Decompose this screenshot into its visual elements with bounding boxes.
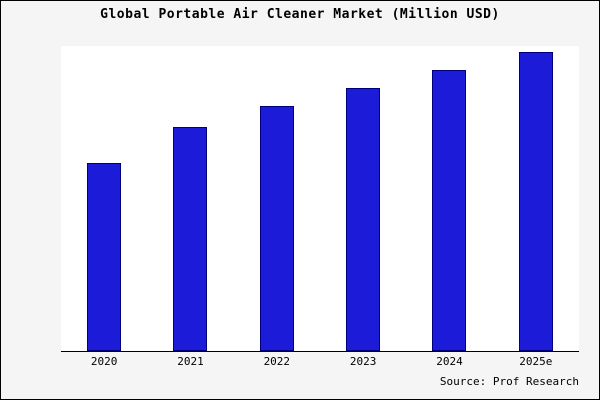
x-axis-labels: 2020 2021 2022 2023 2024 2025e (61, 355, 579, 368)
bar-2024 (432, 69, 467, 351)
bars-container (61, 46, 579, 351)
bar-2025e (518, 51, 553, 351)
bar-2022 (259, 105, 294, 351)
source-note: Source: Prof Research (439, 375, 579, 388)
bar-slot (320, 46, 406, 351)
x-tick-label-2022: 2022 (263, 355, 291, 368)
bar-slot (61, 46, 147, 351)
bar-2020 (87, 162, 122, 351)
x-tick-label-2020: 2020 (90, 355, 118, 368)
bar-slot (493, 46, 579, 351)
bar-2021 (173, 126, 208, 351)
x-tick-label-2025e: 2025e (519, 355, 553, 368)
chart-title: Global Portable Air Cleaner Market (Mill… (100, 7, 500, 22)
x-tick-label-2023: 2023 (349, 355, 377, 368)
x-tick-label-2024: 2024 (436, 355, 463, 368)
bar-slot (406, 46, 492, 351)
plot-area (61, 46, 579, 352)
bar-slot (234, 46, 320, 351)
bar-slot (147, 46, 233, 351)
bar-2023 (346, 87, 381, 351)
x-tick-label-2021: 2021 (177, 355, 204, 368)
